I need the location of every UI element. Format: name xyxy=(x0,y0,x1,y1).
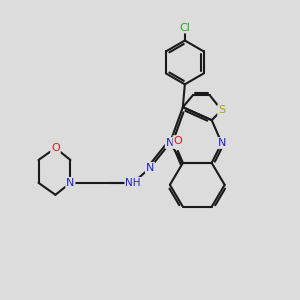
Text: O: O xyxy=(173,136,182,146)
Text: O: O xyxy=(51,143,60,153)
Text: Cl: Cl xyxy=(179,22,190,33)
Text: NH: NH xyxy=(125,178,141,188)
Text: N: N xyxy=(218,138,226,148)
Text: N: N xyxy=(146,163,154,173)
Text: S: S xyxy=(218,105,225,115)
Text: N: N xyxy=(166,138,174,148)
Text: N: N xyxy=(66,178,75,188)
